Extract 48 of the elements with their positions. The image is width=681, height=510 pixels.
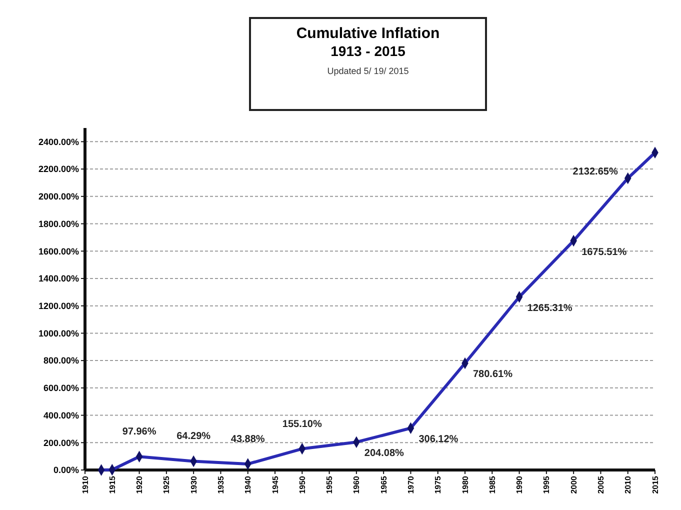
- x-tick-label: 1975: [434, 475, 443, 494]
- y-tick-label: 1600.00%: [38, 246, 79, 256]
- x-tick-label: 2015: [650, 475, 660, 494]
- y-tick-label: 2000.00%: [38, 192, 79, 202]
- y-tick-label: 800.00%: [43, 356, 79, 366]
- x-tick-label: 1995: [542, 475, 552, 494]
- x-tick-label: 2005: [596, 475, 606, 494]
- x-tick-label: 2010: [624, 475, 633, 494]
- y-tick-label: 1400.00%: [38, 274, 79, 284]
- data-label: 306.12%: [418, 434, 458, 446]
- x-tick-label: 1945: [270, 475, 280, 494]
- y-tick-label: 1000.00%: [38, 328, 79, 338]
- data-label: 2132.65%: [572, 166, 618, 178]
- y-tick-label: 2400.00%: [38, 136, 79, 147]
- x-tick-label: 1965: [379, 475, 388, 494]
- x-tick-label: 1940: [244, 475, 253, 494]
- chart-title: Cumulative Inflation: [296, 25, 440, 42]
- data-label: 64.29%: [176, 431, 211, 442]
- data-label: 1265.31%: [527, 302, 572, 314]
- x-tick-label: 1950: [298, 475, 307, 494]
- x-tick-label: 1960: [352, 475, 362, 494]
- chart-subtitle: 1913 - 2015: [330, 43, 406, 59]
- y-tick-label: 200.00%: [43, 438, 79, 448]
- y-tick-label: 1800.00%: [38, 218, 79, 229]
- x-tick-label: 1935: [216, 475, 226, 494]
- data-label: 97.96%: [122, 426, 156, 438]
- y-tick-label: 0.00%: [53, 465, 79, 476]
- y-tick-label: 2200.00%: [38, 164, 79, 174]
- x-tick-label: 1955: [325, 475, 334, 494]
- x-tick-label: 1985: [488, 475, 497, 494]
- x-tick-label: 1990: [515, 475, 524, 494]
- x-tick-label: 1970: [406, 475, 416, 494]
- data-label: 155.10%: [282, 418, 322, 430]
- x-tick-label: 1920: [135, 475, 144, 494]
- x-tick-label: 1910: [80, 475, 90, 494]
- text: Updated 5/ 19/ 2015: [327, 66, 409, 76]
- x-tick-label: 1915: [108, 475, 117, 494]
- x-tick-label: 1980: [460, 475, 470, 494]
- data-label: 1675.51%: [582, 246, 627, 258]
- data-label: 204.08%: [364, 448, 404, 460]
- y-tick-label: 600.00%: [43, 383, 79, 394]
- data-label: 780.61%: [473, 369, 513, 380]
- x-tick-label: 2000: [569, 475, 578, 494]
- x-tick-label: 1930: [189, 475, 198, 494]
- y-tick-label: 1200.00%: [38, 300, 79, 311]
- y-tick-label: 400.00%: [43, 410, 79, 420]
- data-label: 43.88%: [230, 434, 265, 445]
- x-tick-label: 1925: [162, 475, 172, 494]
